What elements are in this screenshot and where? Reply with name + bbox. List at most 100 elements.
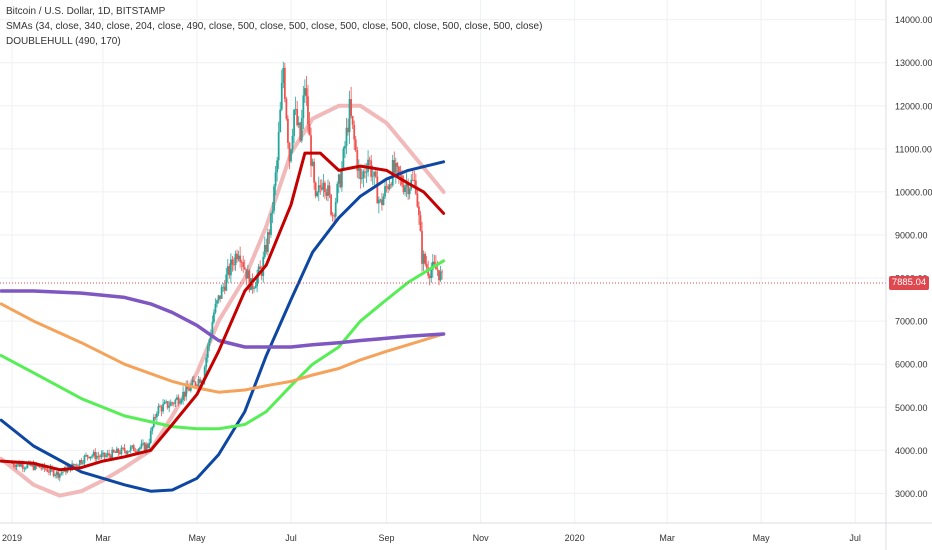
candle-body bbox=[413, 180, 416, 181]
candle-body bbox=[196, 385, 198, 387]
y-tick-label: 9000.00 bbox=[895, 230, 928, 240]
candle-body bbox=[157, 406, 160, 414]
candle-body bbox=[340, 168, 343, 188]
candle-body bbox=[254, 286, 257, 289]
candle-body bbox=[396, 163, 399, 167]
candle-body bbox=[142, 442, 144, 444]
candle-body bbox=[214, 303, 217, 313]
candle-body bbox=[37, 465, 40, 467]
candle-body bbox=[186, 385, 189, 390]
candle-body bbox=[46, 469, 49, 472]
candle-body bbox=[418, 206, 420, 216]
candle-body bbox=[94, 451, 97, 459]
candle-body bbox=[171, 402, 174, 404]
candle-body bbox=[98, 456, 101, 458]
candle-body bbox=[374, 171, 377, 177]
candle-body bbox=[131, 445, 134, 448]
candle-body bbox=[185, 385, 188, 397]
candle-body bbox=[223, 286, 226, 291]
candle-body bbox=[407, 183, 410, 195]
candle-body bbox=[320, 187, 323, 190]
candle-body bbox=[57, 471, 60, 478]
candle-body bbox=[105, 455, 107, 457]
last-price-badge: 7885.04 bbox=[889, 276, 929, 290]
candle-body bbox=[92, 451, 95, 456]
candle-body bbox=[287, 118, 289, 143]
candle-body bbox=[55, 471, 58, 475]
symbol-title: Bitcoin / U.S. Dollar, 1D, BITSTAMP bbox=[6, 6, 166, 17]
sma-500-line[interactable] bbox=[0, 289, 446, 349]
candle-body bbox=[77, 465, 80, 466]
candle-body bbox=[276, 160, 279, 173]
candle-body bbox=[433, 261, 436, 265]
time-axis[interactable]: 2019 Mar May Jul Sep Nov 2020 Mar May Jul bbox=[2, 533, 861, 543]
sma-490-line[interactable] bbox=[0, 302, 446, 394]
candle-body bbox=[387, 186, 390, 190]
candle-body bbox=[273, 186, 275, 211]
candle-body bbox=[357, 168, 360, 171]
candle-body bbox=[149, 431, 152, 444]
candle-body bbox=[274, 172, 277, 187]
candle-body bbox=[24, 467, 27, 469]
candle-body bbox=[331, 214, 334, 216]
sma-204-line[interactable] bbox=[0, 259, 446, 431]
candle-body bbox=[139, 447, 141, 450]
candle-body bbox=[182, 391, 184, 400]
legend: Bitcoin / U.S. Dollar, 1D, BITSTAMP SMAs… bbox=[6, 4, 542, 49]
candle-body bbox=[416, 193, 419, 207]
candle-body bbox=[280, 83, 283, 110]
candle-body bbox=[322, 182, 325, 190]
candle-body bbox=[350, 99, 353, 117]
sma-indicator-label[interactable]: SMAs (34, close, 340, close, 204, close,… bbox=[6, 21, 543, 32]
candle-body bbox=[291, 135, 294, 150]
candle-body bbox=[342, 148, 345, 169]
candle-body bbox=[300, 118, 303, 141]
candle-body bbox=[316, 192, 319, 197]
candle-body bbox=[119, 453, 121, 454]
candle-body bbox=[330, 194, 332, 215]
candle-body bbox=[85, 454, 87, 456]
y-tick-label: 13000.00 bbox=[895, 58, 932, 68]
candle-body bbox=[180, 399, 183, 403]
candle-body bbox=[347, 127, 349, 133]
candle-body bbox=[114, 452, 117, 453]
candle-body bbox=[365, 171, 368, 173]
candle-body bbox=[88, 456, 90, 459]
candle-body bbox=[259, 266, 262, 269]
doublehull-line[interactable] bbox=[0, 103, 446, 498]
candle-body bbox=[285, 98, 288, 119]
candle-body bbox=[438, 270, 440, 281]
candle-body bbox=[290, 149, 292, 162]
sma-34-line[interactable] bbox=[0, 151, 446, 472]
y-tick-label: 3000.00 bbox=[895, 489, 928, 499]
candle-body bbox=[293, 109, 295, 136]
candle-body bbox=[377, 199, 380, 204]
candle-body bbox=[208, 339, 211, 346]
price-axis[interactable]: 14000.00 13000.00 12000.00 11000.00 10000.00… bbox=[895, 15, 932, 499]
candle-body bbox=[222, 286, 225, 288]
hull-layer bbox=[0, 103, 446, 498]
candle-body bbox=[146, 444, 149, 448]
candle-body bbox=[421, 230, 423, 264]
candle-body bbox=[162, 404, 164, 412]
candle-body bbox=[34, 463, 37, 470]
candle-body bbox=[353, 124, 356, 140]
x-tick-label: Jul bbox=[285, 533, 297, 543]
candle-body bbox=[305, 88, 308, 97]
candle-body bbox=[108, 453, 111, 456]
candle-body bbox=[159, 406, 161, 407]
candle-body bbox=[243, 267, 246, 270]
candle-body bbox=[52, 469, 55, 476]
candle-body bbox=[163, 402, 166, 405]
candle-body bbox=[191, 380, 194, 386]
candle-body bbox=[245, 269, 248, 279]
candle-body bbox=[307, 96, 309, 125]
sma-340-line[interactable] bbox=[0, 160, 446, 493]
candle-body bbox=[319, 185, 322, 188]
candle-body bbox=[314, 182, 317, 197]
candle-body bbox=[155, 413, 158, 418]
candle-body bbox=[21, 464, 24, 469]
doublehull-indicator-label[interactable]: DOUBLEHULL (490, 170) bbox=[6, 36, 121, 47]
candle-body bbox=[20, 464, 23, 467]
